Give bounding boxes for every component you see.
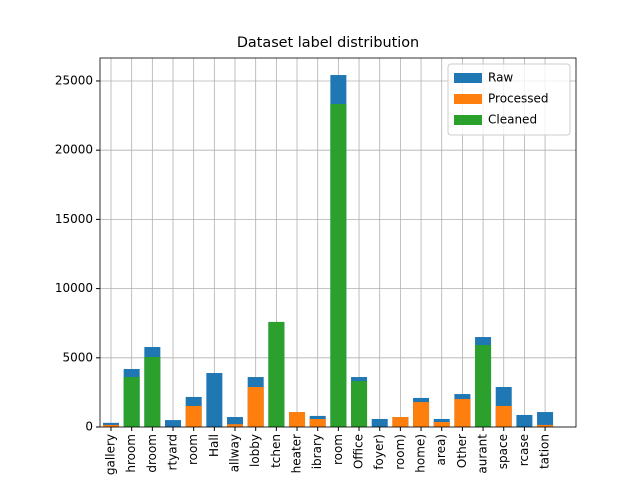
legend-label: Processed bbox=[488, 92, 549, 106]
bar bbox=[537, 412, 554, 427]
bar bbox=[185, 405, 202, 427]
bar bbox=[206, 373, 223, 427]
chart-title: Dataset label distribution bbox=[237, 35, 419, 51]
x-tick-label: allway bbox=[228, 434, 242, 472]
bar bbox=[537, 424, 554, 427]
y-tick-label: 5000 bbox=[62, 350, 93, 364]
y-tick-label: 25000 bbox=[55, 73, 93, 87]
bar bbox=[144, 356, 161, 427]
bar bbox=[475, 345, 492, 427]
x-tick-label: room) bbox=[393, 434, 407, 470]
x-tick-label: lobby bbox=[248, 434, 262, 467]
bar bbox=[413, 402, 430, 427]
bar bbox=[309, 418, 326, 427]
bar bbox=[392, 417, 409, 427]
bar bbox=[495, 405, 512, 427]
x-tick-label: hroom bbox=[124, 434, 138, 473]
x-tick-label: space bbox=[496, 434, 510, 469]
x-tick-label: area) bbox=[434, 434, 448, 465]
x-tick-label: tchen bbox=[269, 434, 283, 468]
bar bbox=[247, 386, 264, 427]
bar bbox=[371, 418, 388, 427]
x-tick-label: room bbox=[331, 434, 345, 465]
y-tick-label: 15000 bbox=[55, 212, 93, 226]
bar bbox=[227, 424, 244, 427]
x-tick-label: heater bbox=[290, 434, 304, 473]
x-tick-label: room bbox=[186, 434, 200, 465]
x-tick-label: home) bbox=[414, 434, 428, 473]
bar bbox=[103, 424, 119, 427]
y-tick-label: 0 bbox=[85, 420, 93, 434]
bar bbox=[123, 377, 140, 427]
bar bbox=[454, 399, 471, 427]
legend-label: Raw bbox=[488, 71, 513, 85]
x-tick-label: foyer) bbox=[372, 434, 386, 470]
bar bbox=[165, 420, 182, 427]
bar bbox=[227, 417, 244, 427]
y-tick-label: 10000 bbox=[55, 281, 93, 295]
x-tick-label: rtyard bbox=[166, 434, 180, 470]
x-tick-label: aurant bbox=[476, 434, 490, 474]
x-tick-label: gallery bbox=[104, 434, 118, 475]
bar bbox=[516, 414, 533, 427]
x-tick-label: ibrary bbox=[310, 434, 324, 469]
legend-label: Cleaned bbox=[488, 113, 537, 127]
x-tick-label: Hall bbox=[207, 434, 221, 457]
bar bbox=[268, 321, 285, 427]
x-tick-label: Other bbox=[455, 434, 469, 468]
bar bbox=[351, 381, 368, 427]
plot-frame bbox=[99, 57, 577, 428]
bar bbox=[289, 412, 306, 427]
x-tick-label: rcase bbox=[517, 434, 531, 466]
legend-swatch bbox=[454, 115, 482, 125]
y-tick-label: 20000 bbox=[55, 143, 93, 157]
x-tick-label: tation bbox=[538, 434, 552, 469]
bar bbox=[433, 422, 450, 427]
bar bbox=[330, 103, 347, 427]
x-tick-label: Office bbox=[352, 434, 366, 469]
x-tick-label: droom bbox=[145, 434, 159, 473]
legend-swatch bbox=[454, 73, 482, 83]
legend-swatch bbox=[454, 94, 482, 104]
